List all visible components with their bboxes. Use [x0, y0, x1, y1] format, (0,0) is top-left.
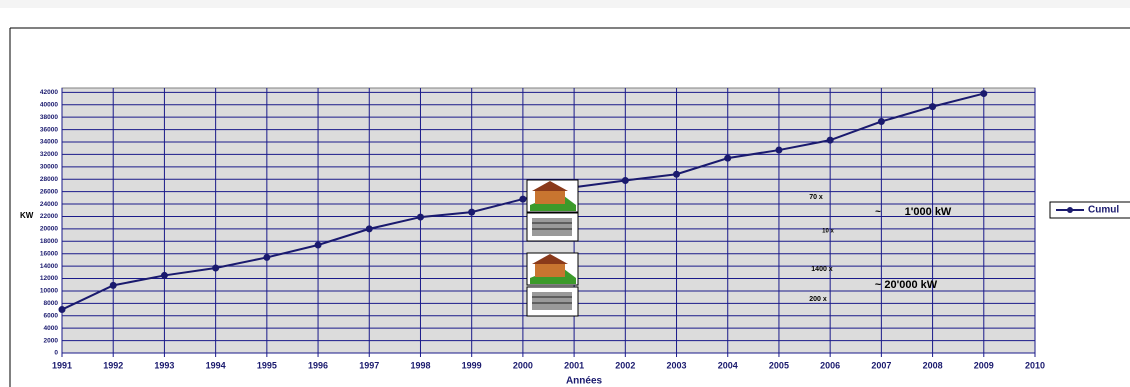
point — [263, 253, 271, 261]
x-tick-label: 2008 — [923, 360, 943, 370]
annotation: 200 x — [809, 296, 827, 303]
y-tick-label: 0 — [54, 350, 58, 357]
annotation: 10 x — [822, 229, 834, 235]
x-axis-label: Années — [566, 376, 603, 387]
annotation: 1'000 kW — [905, 206, 952, 218]
x-tick-label: 2007 — [871, 360, 891, 370]
y-tick-label: 8000 — [44, 300, 59, 307]
y-tick-label: 16000 — [40, 250, 58, 257]
x-tick-label: 1996 — [308, 360, 328, 370]
point — [314, 241, 322, 249]
point — [929, 103, 937, 111]
y-tick-label: 32000 — [40, 151, 58, 158]
x-tick-label: 2001 — [564, 360, 584, 370]
y-tick-label: 10000 — [40, 288, 58, 295]
x-tick-label: 1994 — [206, 360, 226, 370]
y-tick-label: 28000 — [40, 176, 58, 183]
y-axis-label: KW — [20, 211, 34, 220]
x-tick-label: 1999 — [462, 360, 482, 370]
y-tick-label: 12000 — [40, 275, 58, 282]
legend-box — [1049, 201, 1130, 219]
y-tick-label: 6000 — [44, 312, 59, 319]
y-tick-label: 38000 — [40, 114, 58, 121]
point — [416, 213, 424, 221]
x-tick-label: 2010 — [1025, 360, 1045, 370]
x-tick-label: 1991 — [52, 360, 72, 370]
annotation: ~ — [875, 207, 881, 218]
y-tick-label: 22000 — [40, 213, 58, 220]
x-tick-label: 2006 — [820, 360, 840, 370]
sheet-header — [0, 0, 1130, 8]
point — [58, 306, 66, 314]
point — [775, 146, 783, 154]
x-tick-label: 2009 — [974, 360, 994, 370]
point — [519, 195, 527, 203]
legend-label: Cumul — [1088, 205, 1119, 216]
legend-marker — [1067, 207, 1073, 213]
x-tick-label: 2004 — [718, 360, 738, 370]
x-tick-label: 1992 — [103, 360, 123, 370]
point — [877, 118, 885, 126]
x-tick-label: 1993 — [154, 360, 174, 370]
point — [673, 170, 681, 178]
point — [109, 281, 117, 289]
x-tick-label: 2002 — [615, 360, 635, 370]
y-tick-label: 24000 — [40, 201, 58, 208]
x-tick-label: 2000 — [513, 360, 533, 370]
icons — [526, 179, 579, 317]
y-tick-label: 2000 — [44, 337, 59, 344]
y-tick-label: 4000 — [44, 325, 59, 332]
y-tick-label: 40000 — [40, 101, 58, 108]
point — [365, 225, 373, 233]
point — [980, 90, 988, 98]
point — [468, 208, 476, 216]
y-tick-label: 20000 — [40, 226, 58, 233]
x-tick-label: 1998 — [410, 360, 430, 370]
x-tick-label: 2005 — [769, 360, 789, 370]
x-tick-label: 1995 — [257, 360, 277, 370]
y-tick-label: 14000 — [40, 263, 58, 270]
y-tick-label: 42000 — [40, 89, 58, 96]
point — [160, 271, 168, 279]
annotation: 70 x — [809, 194, 823, 201]
x-tick-label: 1997 — [359, 360, 379, 370]
point — [826, 136, 834, 144]
x-tick-label: 2003 — [667, 360, 687, 370]
point — [212, 264, 220, 272]
y-tick-label: 36000 — [40, 126, 58, 133]
y-tick-label: 26000 — [40, 188, 58, 195]
annotation: ~ 20'000 kW — [875, 279, 938, 291]
point — [621, 176, 629, 184]
annotation: 1400 x — [811, 266, 833, 273]
y-tick-label: 30000 — [40, 164, 58, 171]
y-tick-label: 34000 — [40, 139, 58, 146]
point — [724, 154, 732, 162]
y-tick-label: 18000 — [40, 238, 58, 245]
